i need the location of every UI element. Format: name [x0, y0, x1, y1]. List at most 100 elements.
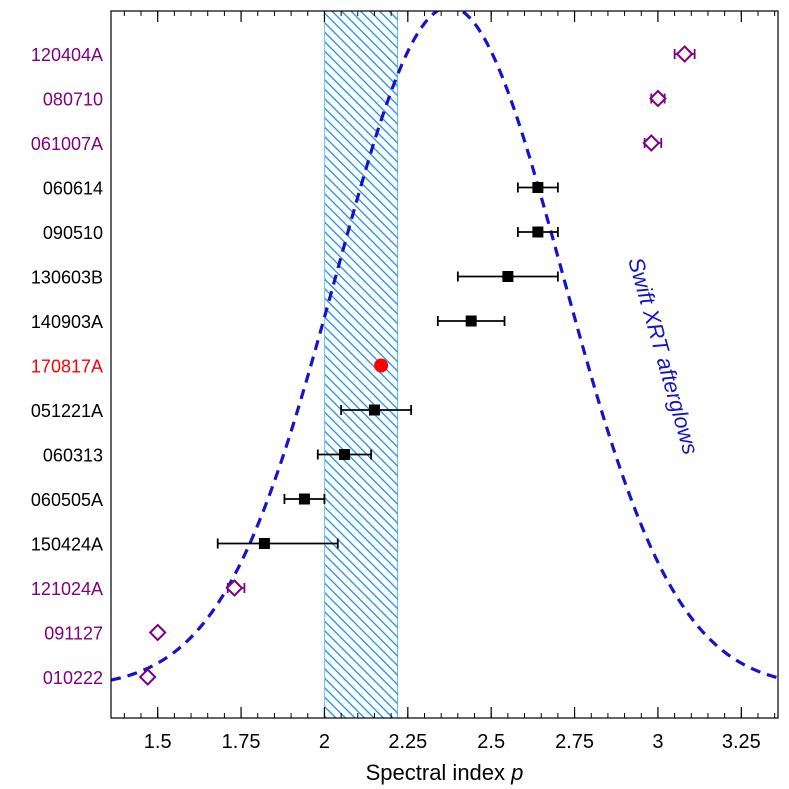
row-label: 060313 — [43, 446, 103, 466]
row-label: 121024A — [31, 579, 103, 599]
band-hatch-line — [324, 59, 398, 135]
data-point-square — [338, 449, 350, 460]
band-hatch-line — [350, 11, 398, 59]
row-label: 130603B — [31, 268, 103, 288]
band-hatch-line — [617, 11, 789, 718]
band-hatch-line — [324, 553, 398, 629]
band-hatch-line — [324, 69, 398, 145]
data-point-diamond — [225, 579, 244, 597]
band-hatch-line — [474, 11, 789, 718]
band-hatch-line — [359, 11, 398, 50]
plot-frame — [110, 10, 779, 719]
row-label: 140903A — [31, 312, 103, 332]
data-point-diamond — [148, 623, 167, 642]
row-label: 150424A — [31, 535, 103, 555]
band-hatch-line — [731, 11, 789, 718]
row-label: 170817A — [31, 357, 103, 377]
band-hatch-line — [324, 544, 398, 620]
band-hatch-line — [324, 211, 398, 287]
band-hatch-line — [484, 11, 789, 718]
x-tick-label: 3 — [652, 731, 663, 753]
band-hatch-line — [324, 344, 398, 420]
band-hatch-line — [759, 11, 789, 718]
row-label: 060505A — [31, 490, 103, 510]
band-hatch-line — [324, 591, 398, 667]
row-label: 060614 — [43, 179, 103, 199]
data-point-diamond — [675, 45, 694, 63]
band-hatch-line — [693, 11, 789, 718]
band-hatch-line — [324, 563, 398, 639]
band-hatch-line — [778, 11, 789, 718]
row-label: 091127 — [44, 624, 103, 644]
band-hatch-line — [324, 78, 398, 154]
data-rows: 120404A 080710 061007A 060614 090510 130603B 1… — [31, 45, 696, 688]
band-hatch-line — [740, 11, 789, 718]
band-hatch-line — [324, 116, 398, 192]
swift-xrt-curve — [111, 11, 778, 682]
row-label: 061007A — [31, 134, 103, 154]
band-hatch-line — [324, 240, 398, 316]
x-tick-label: 2.5 — [477, 731, 505, 753]
band-hatch-line — [324, 12, 398, 88]
x-tick-label: 2 — [319, 731, 330, 753]
band-hatch-line — [598, 11, 789, 718]
band-hatch-line — [408, 11, 789, 718]
data-point-square — [465, 315, 477, 327]
row-label: 010222 — [43, 668, 103, 688]
band-hatch-line — [436, 11, 789, 718]
band-hatch-line — [324, 582, 398, 658]
band-hatch-line — [340, 11, 398, 69]
band-hatch-line — [588, 11, 789, 718]
curve-label: Swift XRT afterglows — [623, 254, 703, 457]
band-hatch-line — [324, 173, 398, 249]
band-hatch-line — [324, 107, 398, 183]
x-axis: 1.5 1.75 2 2.25 2.5 2.75 3 3.25 — [123, 11, 776, 753]
band-hatch-line — [324, 287, 398, 363]
x-axis-title-symbol: p — [510, 760, 523, 785]
band-hatch-line — [427, 11, 789, 718]
data-point-diamond — [642, 134, 661, 152]
x-axis-title-text: Spectral index — [366, 760, 512, 785]
data-point-square — [368, 404, 380, 416]
band-hatch-line — [324, 325, 398, 401]
x-tick-label: 1.5 — [144, 731, 172, 753]
row-label: 080710 — [43, 90, 103, 110]
band-hatch-line — [369, 11, 398, 40]
data-point-square — [532, 182, 544, 193]
band-hatch-line — [324, 50, 398, 126]
data-point-circle — [374, 358, 389, 373]
band-hatch-line — [324, 297, 398, 373]
band-hatch-line — [324, 534, 398, 610]
band-hatch-line — [324, 192, 398, 268]
data-point-diamond — [649, 89, 667, 108]
band-hatch-line — [331, 11, 398, 78]
band-hatch-line — [626, 11, 789, 718]
data-point-square — [258, 538, 270, 549]
band-hatch-line — [324, 183, 398, 259]
band-hatch-line — [446, 11, 789, 718]
x-tick-label: 1.75 — [222, 731, 261, 753]
band-hatch-line — [398, 11, 789, 718]
band-hatch-line — [324, 88, 398, 164]
band-hatch-line — [324, 164, 398, 240]
data-point-square — [298, 493, 310, 505]
row-label: 120404A — [31, 45, 103, 65]
band-hatch-line — [324, 135, 398, 211]
band-hatch-line — [702, 11, 789, 718]
band-hatch-line — [750, 11, 789, 718]
x-tick-label: 3.25 — [722, 731, 761, 753]
band-hatch-line — [324, 572, 398, 648]
band-hatch-line — [417, 11, 789, 718]
band-hatch-line — [324, 230, 398, 306]
row-label: 090510 — [43, 223, 103, 243]
band-hatch-line — [683, 11, 789, 718]
band-hatch-line — [607, 11, 789, 718]
data-point-square — [502, 271, 514, 282]
band-hatch-line — [503, 11, 789, 718]
x-tick-label: 2.75 — [555, 731, 594, 753]
band-hatch-line — [721, 11, 789, 718]
data-point-square — [532, 226, 544, 238]
band-hatch-line — [324, 97, 398, 173]
row-label: 051221A — [31, 401, 103, 421]
